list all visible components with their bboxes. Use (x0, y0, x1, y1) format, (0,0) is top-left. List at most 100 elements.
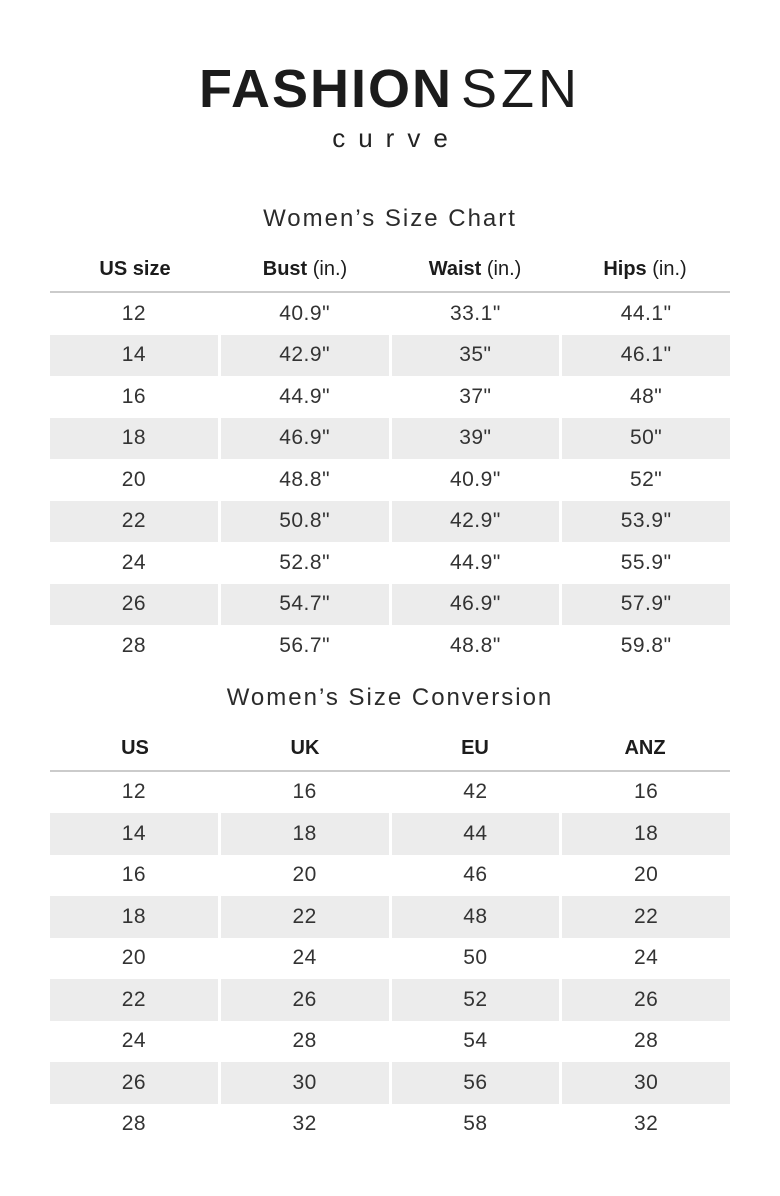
table-cell: 12 (121, 301, 147, 325)
column-header-label: Waist (428, 258, 482, 280)
column-header-label: ANZ (624, 736, 666, 759)
table-cell: 16 (121, 384, 147, 408)
column-header-label: US (121, 736, 149, 759)
table-cell: 44 (391, 813, 560, 855)
size-chart-section: Women’s Size Chart US size Bust (in.) Wa… (0, 207, 780, 667)
table-cell: 46 (463, 863, 488, 887)
brand-name-primary: FASHION (198, 59, 454, 119)
table-cell: 30 (562, 1062, 730, 1104)
table-cell: 16 (121, 863, 147, 887)
table-cell: 20 (121, 467, 147, 491)
table-cell: 54 (463, 1029, 488, 1053)
size-conversion-body: 12 16 42 16 14 18 44 18 16 20 46 20 18 22 48 22 20 24 50 24… (50, 772, 730, 1146)
table-cell: 46.1" (562, 334, 730, 376)
table-cell: 20 (292, 863, 317, 887)
table-cell: 12 (121, 780, 147, 804)
table-row: 14 18 44 18 (50, 813, 730, 855)
table-row: 26 54.7" 46.9" 57.9" (50, 583, 730, 625)
table-cell: 28 (121, 1112, 147, 1136)
size-conversion-section: Women’s Size Conversion US UK EU ANZ 12 1… (0, 683, 780, 1146)
table-cell: 53.9" (562, 500, 730, 542)
table-cell: 28 (292, 1029, 317, 1053)
table-row: 18 22 48 22 (50, 896, 730, 938)
table-row: 16 44.9" 37" 48" (50, 376, 730, 418)
table-cell: 14 (50, 334, 218, 376)
table-cell: 32 (633, 1112, 659, 1136)
table-cell: 56.7" (279, 633, 331, 657)
table-cell: 54.7" (220, 583, 389, 625)
table-row: 26 30 56 30 (50, 1062, 730, 1104)
table-cell: 52.8" (279, 550, 331, 574)
brand-tagline: curve (332, 123, 461, 153)
size-conversion-title: Women’s Size Conversion (226, 683, 554, 711)
column-header-hips: Hips (in.) (560, 258, 730, 281)
table-cell: 48" (629, 384, 663, 408)
column-header-label: Hips (603, 258, 647, 280)
column-header-unit: (in.) (307, 258, 348, 280)
table-cell: 57.9" (562, 583, 730, 625)
table-cell: 35" (391, 334, 560, 376)
table-cell: 48.8" (279, 467, 331, 491)
table-row: 22 50.8" 42.9" 53.9" (50, 500, 730, 542)
table-cell: 37" (459, 384, 492, 408)
table-cell: 30 (220, 1062, 389, 1104)
column-header-label: UK (290, 736, 320, 759)
table-cell: 24 (121, 1029, 147, 1053)
table-cell: 18 (50, 417, 218, 459)
table-cell: 18 (50, 896, 218, 938)
column-header-label: US size (99, 258, 171, 280)
column-header-unit: (in.) (646, 258, 687, 280)
table-cell: 56 (391, 1062, 560, 1104)
column-header-waist: Waist (in.) (390, 258, 560, 281)
table-cell: 26 (562, 979, 730, 1021)
column-header-label: Bust (262, 258, 308, 280)
table-cell: 42 (463, 780, 488, 804)
table-cell: 42.9" (391, 500, 560, 542)
size-conversion-header-row: US UK EU ANZ (50, 734, 730, 772)
size-chart-title: Women’s Size Chart (263, 205, 517, 232)
table-cell: 50.8" (220, 500, 389, 542)
table-cell: 40.9" (279, 301, 331, 325)
table-cell: 50" (562, 417, 730, 459)
column-header-us: US (50, 737, 220, 760)
table-row: 28 56.7" 48.8" 59.8" (50, 625, 730, 667)
table-cell: 22 (562, 896, 730, 938)
table-cell: 48.8" (449, 633, 501, 657)
table-cell: 20 (121, 946, 147, 970)
table-cell: 44.9" (279, 384, 331, 408)
table-cell: 16 (292, 780, 317, 804)
table-row: 24 52.8" 44.9" 55.9" (50, 542, 730, 584)
table-cell: 52" (629, 467, 663, 491)
table-cell: 20 (633, 863, 659, 887)
table-cell: 22 (50, 500, 218, 542)
column-header-anz: ANZ (560, 737, 730, 760)
column-header-bust: Bust (in.) (220, 258, 390, 281)
brand-logo: FASHION SZN curve (0, 62, 780, 151)
size-chart-table: US size Bust (in.) Waist (in.) Hips (in.… (50, 255, 730, 667)
table-cell: 26 (220, 979, 389, 1021)
table-cell: 44.1" (620, 301, 672, 325)
table-row: 18 46.9" 39" 50" (50, 417, 730, 459)
table-row: 20 48.8" 40.9" 52" (50, 459, 730, 501)
table-cell: 58 (463, 1112, 488, 1136)
table-cell: 22 (50, 979, 218, 1021)
table-row: 28 32 58 32 (50, 1104, 730, 1146)
table-cell: 24 (292, 946, 317, 970)
column-header-eu: EU (390, 737, 560, 760)
table-cell: 32 (292, 1112, 317, 1136)
table-cell: 59.8" (620, 633, 672, 657)
size-chart-header-row: US size Bust (in.) Waist (in.) Hips (in.… (50, 255, 730, 293)
table-cell: 28 (121, 633, 147, 657)
table-row: 20 24 50 24 (50, 938, 730, 980)
table-cell: 55.9" (620, 550, 672, 574)
column-header-uk: UK (220, 737, 390, 760)
size-chart-body: 12 40.9" 33.1" 44.1" 14 42.9" 35" 46.1" 16 44.9" 3… (50, 293, 730, 667)
table-cell: 18 (220, 813, 389, 855)
table-cell: 52 (391, 979, 560, 1021)
column-header-label: EU (461, 736, 489, 759)
table-row: 12 16 42 16 (50, 772, 730, 814)
brand-name-secondary: SZN (461, 59, 582, 119)
size-guide-page: FASHION SZN curve Women’s Size Chart US s… (0, 62, 780, 1146)
table-cell: 18 (562, 813, 730, 855)
column-header-unit: (in.) (481, 258, 522, 280)
